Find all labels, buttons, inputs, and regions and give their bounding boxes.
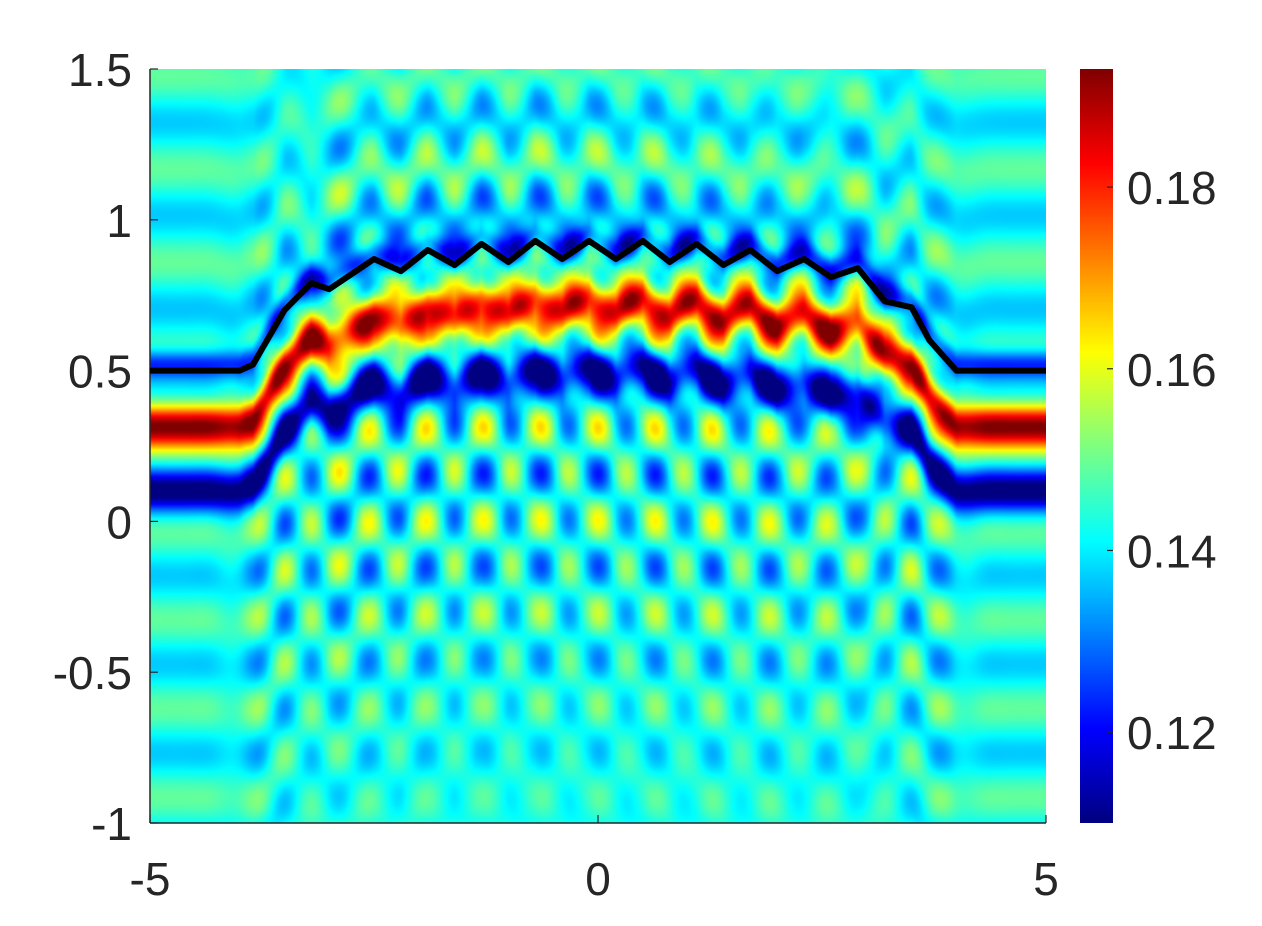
- colorbar-tick-label: 0.16: [1127, 344, 1217, 396]
- colorbar-tick-label: 0.14: [1127, 525, 1217, 577]
- y-axis: -1 -0.5 0 0.5 1 1.5: [53, 44, 158, 850]
- y-tick-label: 1: [106, 195, 132, 247]
- y-tick-label: 0.5: [68, 346, 132, 398]
- x-tick-label: 0: [585, 853, 611, 905]
- colorbar-tick-label: 0.12: [1127, 707, 1217, 759]
- colorbar: [1080, 69, 1113, 823]
- y-tick-label: 0: [106, 496, 132, 548]
- colorbar-axis: 0.12 0.14 0.16 0.18: [1107, 162, 1217, 759]
- x-tick-label: -5: [130, 853, 171, 905]
- x-tick-label: 5: [1033, 853, 1059, 905]
- y-tick-label: 1.5: [68, 44, 132, 96]
- plot-area: [150, 69, 1046, 823]
- heatmap-field: [150, 69, 1046, 823]
- x-axis: -5 0 5: [130, 815, 1059, 905]
- y-tick-label: -1: [91, 798, 132, 850]
- y-tick-label: -0.5: [53, 647, 132, 699]
- boundary-curve: [150, 237, 1046, 374]
- colorbar-tick-label: 0.18: [1127, 162, 1217, 214]
